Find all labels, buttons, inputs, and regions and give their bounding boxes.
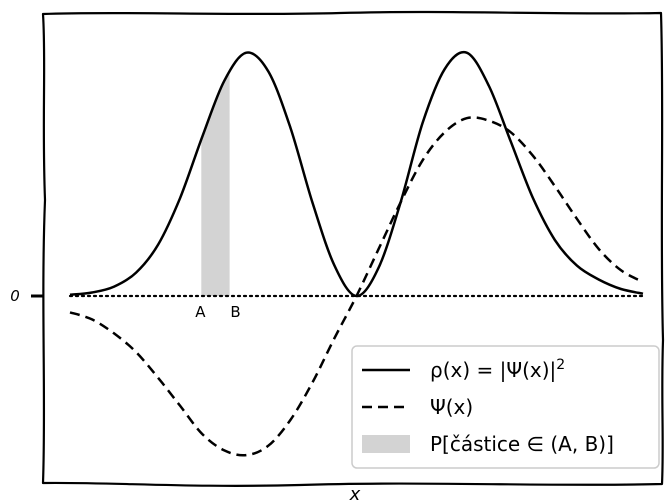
plot-area <box>68 50 645 457</box>
legend-label: ρ(x) = |Ψ(x)|2 <box>430 357 565 382</box>
x-axis-label: x <box>349 484 361 502</box>
legend-swatch-shade <box>362 435 410 453</box>
legend-label-superscript: 2 <box>556 357 565 373</box>
legend: ρ(x) = |Ψ(x)|2 Ψ(x) P[částice ∈ (A, B)] <box>351 345 660 469</box>
legend-label: Ψ(x) <box>430 395 473 419</box>
shaded-region-a-b <box>201 74 230 296</box>
y-tick-label: 0 <box>10 287 20 305</box>
axes-frame <box>41 10 665 487</box>
interval-marker-b: B <box>230 303 240 321</box>
series-line-psi <box>69 116 644 457</box>
series-line-rho <box>69 50 644 298</box>
legend-label: P[částice ∈ (A, B)] <box>430 432 614 456</box>
interval-marker-a: A <box>195 303 206 321</box>
tick-layer: 0 A B <box>10 287 240 321</box>
legend-box <box>351 345 660 469</box>
